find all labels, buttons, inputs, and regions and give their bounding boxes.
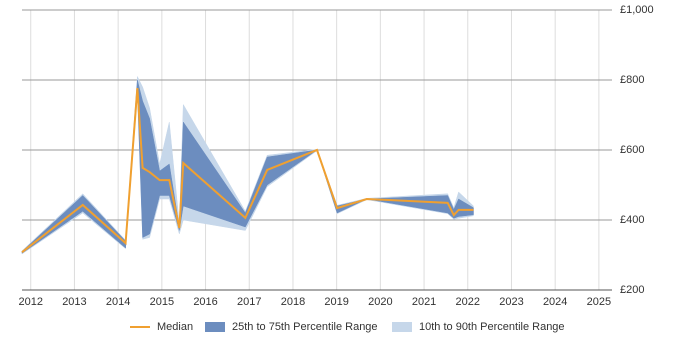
x-tick-label: 2013 [62, 296, 86, 308]
y-tick-label: £1,000 [620, 4, 654, 16]
legend-label: 10th to 90th Percentile Range [419, 321, 565, 333]
percentile-band [21, 75, 474, 255]
percentile-band [21, 79, 474, 254]
x-tick-label: 2020 [368, 296, 392, 308]
median-line [21, 87, 474, 253]
x-tick-label: 2021 [412, 296, 436, 308]
x-tick-label: 2015 [150, 296, 174, 308]
y-tick-label: £600 [620, 144, 644, 156]
legend-label: 25th to 75th Percentile Range [232, 321, 378, 333]
legend-swatch [392, 322, 412, 332]
y-tick-label: £400 [620, 214, 644, 226]
x-tick-label: 2024 [543, 296, 567, 308]
x-tick-label: 2016 [193, 296, 217, 308]
x-tick-label: 2012 [18, 296, 42, 308]
x-tick-label: 2017 [237, 296, 261, 308]
x-tick-label: 2018 [281, 296, 305, 308]
x-tick-label: 2023 [499, 296, 523, 308]
x-tick-label: 2025 [587, 296, 611, 308]
x-tick-label: 2019 [324, 296, 348, 308]
y-tick-label: £200 [620, 284, 644, 296]
x-tick-label: 2022 [456, 296, 480, 308]
legend-label: Median [157, 321, 193, 333]
x-tick-label: 2014 [106, 296, 130, 308]
legend-swatch [205, 322, 225, 332]
y-tick-label: £800 [620, 74, 644, 86]
